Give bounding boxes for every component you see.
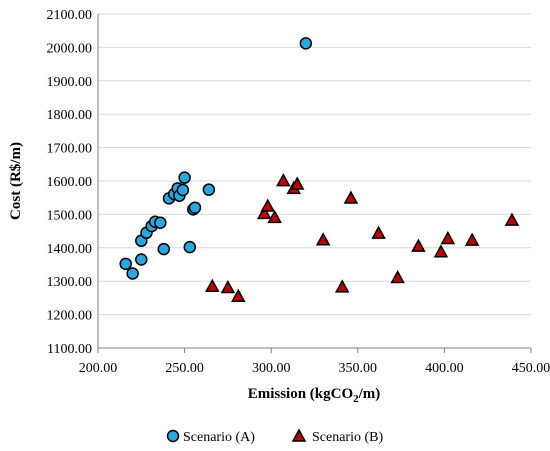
legend-label-scenario-a: Scenario (A) — [183, 430, 255, 445]
scenario-b-point — [289, 176, 305, 190]
scenario-b-point — [343, 190, 359, 204]
scenario-b-point — [231, 288, 246, 302]
x-tick-labels: 200.00 250.00 300.00 350.00 400.00 450.00 — [79, 361, 550, 376]
scenario-a-point — [119, 257, 132, 271]
y-tick-label: 1700.00 — [47, 142, 93, 157]
scenario-b-point — [315, 232, 331, 246]
scenario-b-point — [334, 279, 350, 293]
data-points — [119, 37, 520, 302]
x-tick-label: 350.00 — [339, 361, 378, 376]
scenario-a-point — [183, 240, 197, 254]
scenario-a-point — [135, 253, 148, 266]
y-axis-title: Cost (R$/m) — [8, 142, 24, 220]
y-tick-label: 1100.00 — [47, 342, 92, 357]
scenario-b-point — [433, 244, 449, 258]
scenario-b-point — [220, 279, 236, 294]
y-tick-labels: 1100.00 1200.00 1300.00 1400.00 1500.00 1600.… — [47, 8, 93, 357]
scenario-a-point — [154, 216, 167, 229]
y-tick-label: 1200.00 — [47, 309, 93, 324]
x-axis-title-end: /m) — [358, 386, 381, 402]
y-tick-label: 1400.00 — [47, 242, 93, 257]
legend: Scenario (A) Scenario (B) — [166, 428, 383, 445]
scenario-b-point — [390, 269, 405, 284]
scenario-b-point — [205, 278, 220, 292]
y-tick-label: 1900.00 — [47, 75, 93, 90]
scenario-b-point — [371, 225, 386, 239]
y-tick-label: 1300.00 — [47, 275, 93, 290]
y-tick-label: 1800.00 — [47, 108, 93, 123]
gridlines — [98, 13, 531, 316]
legend-label-scenario-b: Scenario (B) — [312, 430, 383, 445]
scenario-b-point — [276, 173, 291, 187]
y-tick-label: 2100.00 — [47, 8, 93, 23]
scenario-a-point — [188, 201, 202, 214]
scenario-b-point — [464, 232, 480, 246]
x-tick-label: 450.00 — [512, 361, 550, 376]
x-tick-label: 400.00 — [425, 361, 464, 376]
x-axis-title-subscript: 2 — [353, 393, 359, 405]
y-tick-label: 1500.00 — [47, 208, 93, 223]
x-tick-label: 200.00 — [79, 361, 118, 376]
legend-marker-scenario-a — [166, 429, 180, 443]
scenario-a-point — [176, 183, 190, 197]
x-axis-title: Emission (kgCO2/m) — [248, 386, 381, 405]
scenario-b-point — [504, 212, 520, 226]
scenario-a-point — [157, 242, 171, 256]
axes — [97, 14, 532, 353]
scenario-b-point — [411, 238, 426, 252]
scenario-a-point — [126, 267, 139, 280]
scenario-b-point — [440, 230, 456, 245]
y-tick-label: 1600.00 — [47, 175, 93, 190]
legend-marker-scenario-b — [291, 428, 307, 442]
scenario-a-point — [178, 171, 191, 184]
x-tick-label: 300.00 — [252, 361, 291, 376]
y-tick-label: 2000.00 — [47, 41, 93, 56]
x-tick-label: 250.00 — [165, 361, 204, 376]
scenario-a-point — [202, 183, 216, 196]
scenario-b-point — [257, 205, 272, 220]
scenario-a-point — [299, 37, 313, 50]
x-axis-title-main: Emission (kgCO — [248, 386, 353, 402]
scenario-b-point — [260, 198, 275, 212]
scenario-b-point — [267, 209, 282, 224]
